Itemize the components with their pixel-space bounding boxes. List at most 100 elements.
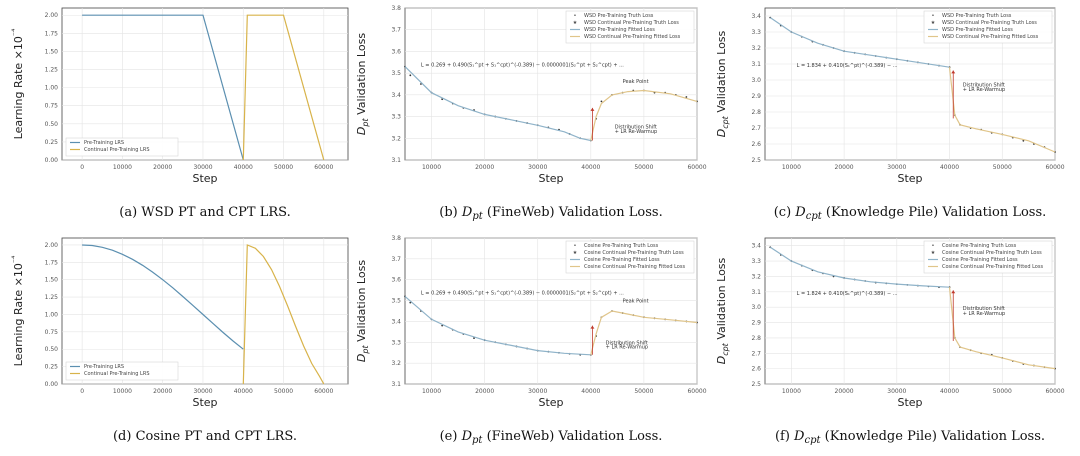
legend-entry: Cosine Pre-Training Truth Loss [584,243,659,249]
y-tick-label: 2.9 [751,93,761,100]
y-axis-label: Dcpt Validation Loss [715,30,730,137]
y-tick-label: 0.00 [45,157,59,164]
x-tick-label: 0 [80,164,84,171]
legend-entry: Cosine Pre-Training Fitted Loss [942,257,1018,263]
y-tick-label: 2.9 [751,320,761,327]
y-tick-label: 3.5 [391,298,401,305]
y-axis-label: Dpt Validation Loss [355,33,370,135]
legend-swatch: • [932,243,935,249]
figure-caption: (f) Dcpt (Knowledge Pile) Validation Los… [775,429,1045,446]
data-point [685,96,688,98]
shift-arrowhead [590,107,595,111]
series-line-2 [769,17,950,68]
data-point [409,301,412,304]
legend-entry: WSD Continual Pre-Training Fitted Loss [942,34,1039,40]
x-tick-label: 40000 [940,164,959,171]
annotation: L = 0.269 + 0.490(S₁^pt + S₁^cpt)^(-0.38… [421,63,624,69]
legend-swatch: ★ [931,250,936,256]
y-tick-label: 3.2 [751,45,761,52]
x-axis-label: Step [192,396,217,409]
y-tick-label: 3.0 [751,304,761,311]
series-line-3 [948,287,1056,370]
legend-entry: WSD Pre-Training Fitted Loss [584,27,655,33]
x-tick-label: 40000 [234,164,253,171]
annotation: L = 1.834 + 0.410(S₁^pt)^(-0.389) − ... [797,63,898,69]
y-tick-label: 2.5 [751,157,761,164]
x-tick-label: 60000 [1045,164,1064,171]
legend [923,10,1053,44]
x-tick-label: 40000 [940,388,959,395]
x-tick-label: 50000 [634,388,653,395]
x-tick-label: 60000 [314,164,333,171]
annotation: L = 1.824 + 0.410(S₁^pt)^(-0.389) − ... [797,291,898,297]
annotation: + LR Re-Warmup [615,129,657,135]
plot-area [61,7,349,161]
y-tick-label: 2.5 [751,381,761,388]
annotation: Distribution Shift [963,306,1005,312]
x-tick-label: 10000 [113,388,132,395]
chart-panel-e: 3.1 3.2 3.3 3.4 3.5 3.6 3.7 3.8 10000 20000 30000 4… [355,235,707,446]
series-line-2 [769,246,950,288]
annotation: Peak Point [623,299,649,305]
legend [923,240,1053,274]
legend-entry: Pre-Training LRS [84,140,124,146]
legend [65,137,179,157]
legend [65,361,179,381]
y-tick-label: 3.3 [751,258,761,265]
legend-swatch: ★ [573,20,578,26]
x-tick-label: 40000 [234,388,253,395]
legend-entry: WSD Pre-Training Truth Loss [584,13,654,19]
y-tick-label: 2.7 [751,350,761,357]
x-tick-label: 50000 [274,388,293,395]
series-line-1 [242,244,325,385]
legend-entry: WSD Pre-Training Truth Loss [942,13,1012,19]
y-tick-label: 2.7 [751,125,761,132]
x-axis-label: Step [538,396,563,409]
y-tick-label: 3.4 [751,13,761,20]
x-tick-label: 60000 [687,164,706,171]
y-tick-label: 3.6 [391,277,401,284]
y-tick-label: 3.2 [391,360,401,367]
x-tick-label: 40000 [581,164,600,171]
annotation: + LR Re-Warmup [963,311,1005,317]
y-tick-label: 3.8 [391,235,401,242]
y-tick-label: 2.6 [751,141,761,148]
x-tick-label: 60000 [314,388,333,395]
x-tick-label: 50000 [274,164,293,171]
y-tick-label: 2.6 [751,366,761,373]
x-tick-label: 60000 [1045,388,1064,395]
y-tick-label: 2.8 [751,109,761,116]
x-tick-label: 40000 [581,388,600,395]
legend-entry: Cosine Continual Pre-Training Fitted Los… [942,264,1043,270]
x-tick-label: 20000 [153,388,172,395]
legend-entry: Cosine Continual Pre-Training Truth Loss [584,250,684,256]
legend-swatch: • [574,13,577,19]
y-tick-label: 1.75 [45,30,59,37]
x-tick-label: 30000 [887,388,906,395]
legend-entry: Continual Pre-Training LRS [84,371,150,377]
x-tick-label: 0 [80,388,84,395]
y-tick-label: 3.1 [391,157,401,164]
y-tick-label: 2.8 [751,335,761,342]
x-tick-label: 30000 [528,388,547,395]
legend-entry: Pre-Training LRS [84,364,124,370]
series-line-3 [948,67,1056,153]
annotation: + LR Re-Warmup [963,87,1005,93]
y-tick-label: 1.50 [45,48,59,55]
chart-panel-b: 3.1 3.2 3.3 3.4 3.5 3.6 3.7 3.8 10000 20000 30000 4… [355,5,707,222]
y-tick-label: 3.7 [391,256,401,263]
y-tick-label: 3.0 [751,77,761,84]
y-axis-label: Dcpt Validation Loss [715,257,730,364]
figure-caption: (c) Dcpt (Knowledge Pile) Validation Los… [774,205,1047,222]
y-axis-label: Learning Rate ×10⁻⁴ [10,256,25,367]
data-point [473,337,475,340]
x-tick-label: 20000 [153,164,172,171]
x-axis-label: Step [897,172,922,185]
chart-panel-a: 0.00 0.25 0.50 0.75 1.00 1.25 1.50 1.75 2.00 0 100… [10,7,349,220]
y-axis-label: Learning Rate ×10⁻⁴ [10,29,25,140]
legend-swatch: • [574,243,577,249]
y-tick-label: 3.2 [751,273,761,280]
shift-arrowhead [951,70,956,74]
series-line-3 [590,89,698,141]
